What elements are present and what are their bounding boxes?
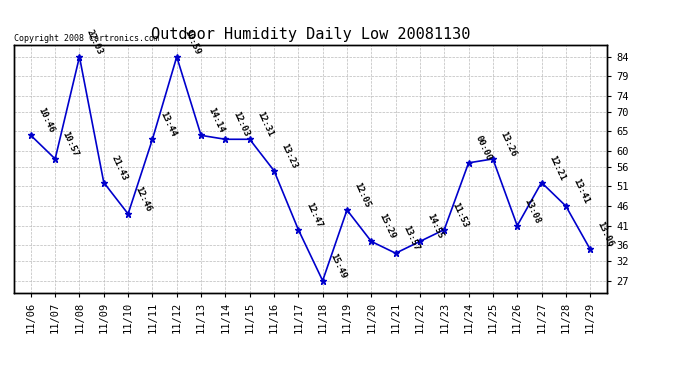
Title: Outdoor Humidity Daily Low 20081130: Outdoor Humidity Daily Low 20081130 [151,27,470,42]
Text: 13:23: 13:23 [279,142,299,170]
Text: 10:59: 10:59 [182,28,201,56]
Text: 21:43: 21:43 [109,153,129,182]
Text: 15:49: 15:49 [328,252,348,280]
Text: 12:21: 12:21 [547,153,566,182]
Text: 13:08: 13:08 [523,197,542,225]
Text: 13:44: 13:44 [158,110,177,138]
Text: 14:14: 14:14 [206,106,226,135]
Text: 10:57: 10:57 [61,130,80,158]
Text: 22:03: 22:03 [85,28,104,56]
Text: 12:05: 12:05 [353,181,372,209]
Text: 13:57: 13:57 [401,224,421,252]
Text: 12:03: 12:03 [231,110,250,138]
Text: 00:00: 00:00 [474,134,493,162]
Text: 12:46: 12:46 [134,185,153,213]
Text: 12:31: 12:31 [255,110,275,138]
Text: 14:55: 14:55 [426,213,445,241]
Text: 13:26: 13:26 [498,130,518,158]
Text: 12:47: 12:47 [304,201,324,229]
Text: 15:29: 15:29 [377,213,396,241]
Text: Copyright 2008 Cartronics.com: Copyright 2008 Cartronics.com [14,33,159,42]
Text: 13:06: 13:06 [595,220,615,249]
Text: 11:53: 11:53 [450,201,469,229]
Text: 10:46: 10:46 [37,106,56,135]
Text: 13:41: 13:41 [571,177,591,205]
